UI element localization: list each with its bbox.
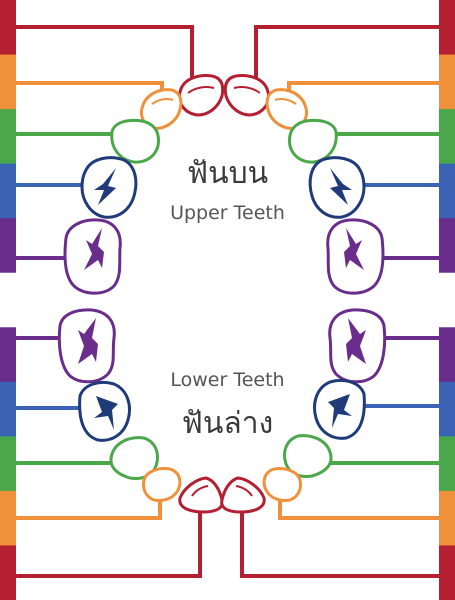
- lower-right-central-incisor: [220, 476, 266, 514]
- right-bar-segment: [439, 272, 455, 328]
- leader-line-upper-right-lateral-incisor: [287, 81, 439, 98]
- right-bar-segment: [439, 54, 455, 110]
- right-color-bar: [439, 0, 455, 600]
- lower-left-first-premolar: [78, 381, 131, 442]
- lower-teeth-thai-label: ฟันล่าง: [181, 406, 274, 441]
- left-bar-segment: [0, 436, 16, 492]
- upper-left-central-incisor: [177, 74, 225, 117]
- upper-left-canine: [110, 118, 160, 164]
- right-bar-segment: [439, 163, 455, 219]
- left-bar-segment: [0, 381, 16, 437]
- upper-teeth-thai-label: ฟันบน: [186, 156, 269, 191]
- lower-right-second-premolar: [328, 308, 387, 384]
- leader-line-lower-right-central-incisor: [240, 510, 439, 578]
- right-bar-segment: [439, 545, 455, 600]
- right-bar-segment: [439, 436, 455, 492]
- right-bar-segment: [439, 0, 455, 56]
- left-bar-segment: [0, 218, 16, 274]
- lower-right-first-premolar: [313, 379, 366, 440]
- upper-right-central-incisor: [223, 74, 271, 117]
- right-bar-segment: [439, 218, 455, 274]
- upper-left-first-premolar: [80, 156, 138, 219]
- left-bar-segment: [0, 327, 16, 383]
- leader-line-lower-right-lateral-incisor: [278, 500, 439, 520]
- upper-right-first-premolar: [308, 156, 366, 219]
- leader-line-lower-left-central-incisor: [16, 510, 202, 578]
- upper-teeth-english-label: Upper Teeth: [170, 202, 285, 224]
- right-bar-segment: [439, 327, 455, 383]
- left-bar-segment: [0, 545, 16, 600]
- upper-right-second-premolar: [326, 218, 385, 295]
- lower-left-lateral-incisor: [142, 467, 182, 502]
- right-bar-segment: [439, 109, 455, 165]
- left-bar-segment: [0, 272, 16, 328]
- left-color-bar: [0, 0, 16, 600]
- leader-line-upper-left-central-incisor: [16, 25, 194, 80]
- upper-left-second-premolar: [63, 218, 122, 295]
- right-bar-segment: [439, 490, 455, 546]
- lower-right-lateral-incisor: [262, 467, 302, 502]
- lower-teeth-english-label: Lower Teeth: [170, 369, 285, 391]
- lower-left-second-premolar: [57, 308, 116, 384]
- left-bar-segment: [0, 109, 16, 165]
- left-bar-segment: [0, 163, 16, 219]
- right-bar-segment: [439, 381, 455, 437]
- left-bar-segment: [0, 0, 16, 56]
- left-bar-segment: [0, 54, 16, 110]
- lower-right-canine: [283, 434, 333, 478]
- lower-left-central-incisor: [178, 476, 224, 514]
- leader-line-upper-right-central-incisor: [254, 25, 439, 80]
- left-bar-segment: [0, 490, 16, 546]
- leader-line-upper-left-lateral-incisor: [16, 81, 164, 98]
- leader-line-lower-left-lateral-incisor: [16, 500, 162, 520]
- lower-left-canine: [109, 436, 159, 480]
